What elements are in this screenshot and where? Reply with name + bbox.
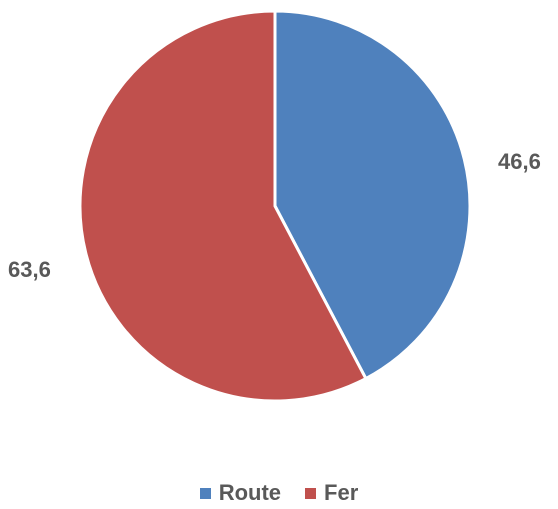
data-label-route: 46,6 (498, 149, 541, 174)
pie-slice-fer (78, 9, 368, 403)
pie-slices (78, 9, 472, 403)
legend-swatch-fer (305, 487, 317, 499)
pie-slice-route (273, 9, 472, 381)
legend-label-route: Route (218, 480, 282, 505)
data-label-fer: 63,6 (8, 257, 51, 282)
legend-item-fer: Fer (305, 480, 358, 506)
legend-label-fer: Fer (324, 480, 359, 505)
legend: Route Fer (0, 480, 558, 506)
legend-swatch-route (199, 487, 211, 499)
legend-item-route: Route (199, 480, 282, 506)
